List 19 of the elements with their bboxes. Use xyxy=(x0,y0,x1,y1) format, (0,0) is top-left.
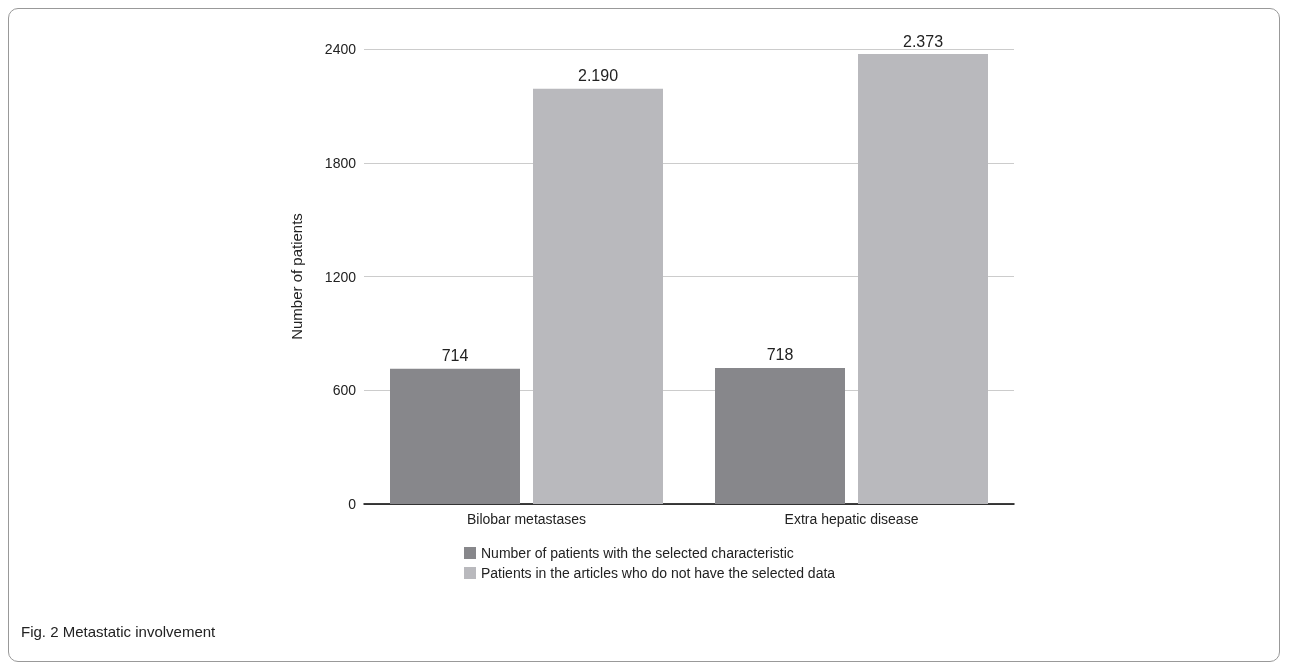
bar xyxy=(858,54,988,504)
bar xyxy=(533,88,663,504)
y-tick-label: 2400 xyxy=(324,41,357,57)
legend-label: Number of patients with the selected characteristic xyxy=(481,545,794,561)
data-label: 2.373 xyxy=(902,32,944,50)
y-tick-label: 0 xyxy=(348,496,357,512)
y-axis-title: Number of patients xyxy=(288,213,305,340)
x-tick-label: Extra hepatic disease xyxy=(784,511,919,527)
legend-label: Patients in the articles who do not have the selected data xyxy=(481,565,836,581)
data-label: 714 xyxy=(441,347,469,365)
x-tick-label: Bilobar metastases xyxy=(466,511,587,527)
bar xyxy=(390,368,520,504)
caption: Fig. 2 Metastatic involvement xyxy=(21,623,217,640)
y-tick-label: 1800 xyxy=(324,154,357,171)
bar xyxy=(715,367,845,504)
y-tick-label: 1200 xyxy=(324,268,357,285)
y-tick-label: 600 xyxy=(332,382,357,399)
data-label: 2.190 xyxy=(577,67,619,85)
data-label: 718 xyxy=(766,346,794,364)
